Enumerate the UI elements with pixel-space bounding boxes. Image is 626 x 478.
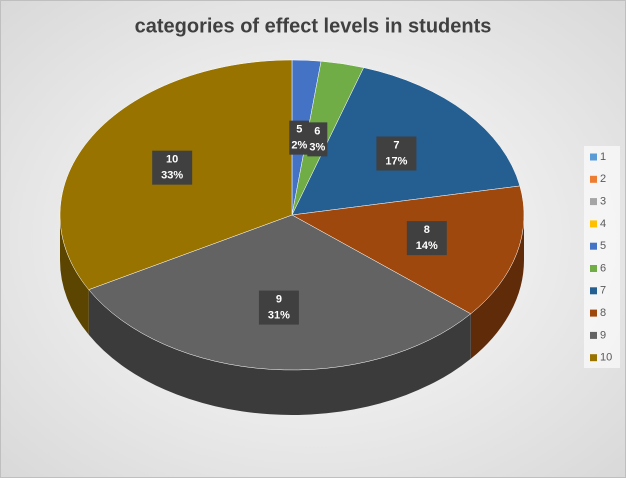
data-label-box [152, 150, 193, 185]
data-label-category: 6 [314, 125, 320, 137]
slice-side [60, 215, 89, 335]
legend-swatch [590, 354, 597, 362]
slice-side [470, 215, 524, 359]
data-label-box [258, 290, 299, 325]
data-label-box [376, 136, 417, 171]
data-label: 33% [161, 170, 183, 182]
data-label-category: 9 [276, 293, 282, 305]
legend-swatch [590, 309, 597, 317]
legend-label: 7 [600, 285, 606, 297]
legend-label: 8 [600, 307, 606, 319]
data-label: 17% [385, 155, 407, 167]
legend-box [584, 146, 620, 368]
data-label: 14% [416, 240, 438, 252]
legend-label: 2 [600, 173, 606, 185]
legend-swatch [590, 265, 597, 272]
data-label-box [289, 120, 310, 155]
legend-swatch [590, 242, 597, 250]
data-label-box [406, 221, 447, 256]
data-label: 3% [309, 141, 325, 153]
data-label-box [307, 122, 328, 157]
legend-swatch [590, 175, 597, 183]
legend-label: 5 [600, 240, 606, 252]
legend-label: 9 [600, 329, 606, 341]
legend-swatch [590, 198, 597, 206]
legend-label: 4 [600, 218, 606, 230]
pie: 5 2% 6 3% 7 17% 8 14% 9 31% 10 33% [59, 59, 525, 415]
data-label: 31% [268, 309, 290, 321]
legend-label: 3 [600, 196, 606, 208]
data-label-category: 7 [393, 139, 399, 151]
data-label: 2% [291, 140, 307, 152]
data-label-category: 8 [424, 224, 430, 236]
legend-label: 6 [600, 262, 606, 274]
legend-swatch [590, 331, 597, 339]
slice-side [88, 289, 471, 415]
data-label-category: 5 [296, 124, 302, 136]
chart-title: categories of effect levels in students [135, 15, 492, 37]
legend-label: 10 [600, 352, 612, 364]
legend-label: 1 [600, 151, 606, 163]
legend-swatch [590, 220, 597, 228]
legend-swatch [590, 287, 597, 295]
legend-swatch [590, 153, 597, 161]
data-label-category: 10 [166, 154, 178, 166]
